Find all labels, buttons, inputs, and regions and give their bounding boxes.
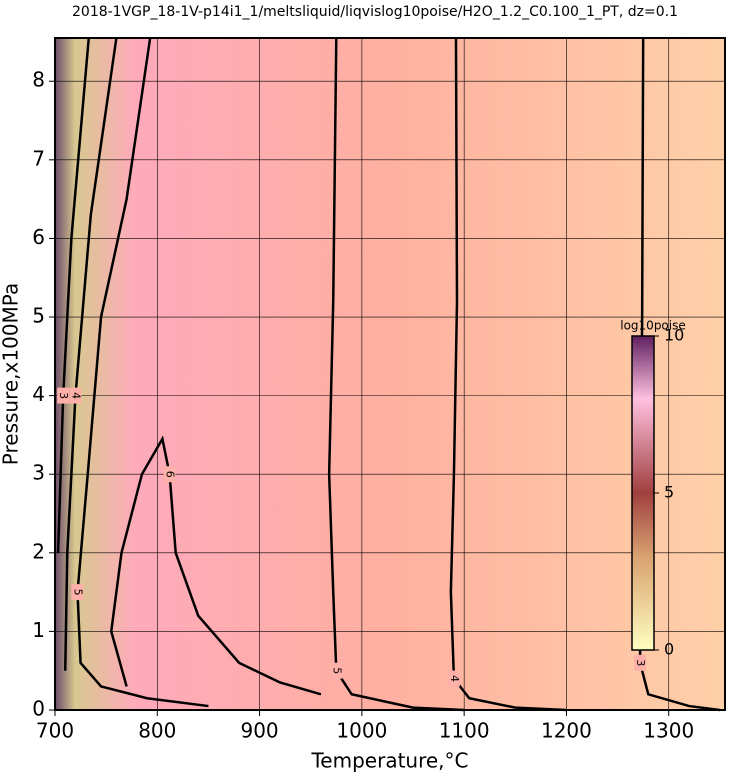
y-tick-label: 2 xyxy=(32,539,45,563)
colorbar-tick-label: 0 xyxy=(664,640,674,659)
contour-label-bg xyxy=(69,387,82,404)
x-tick-label: 1000 xyxy=(336,719,387,743)
x-tick-label: 700 xyxy=(36,719,74,743)
contour-label: 3 xyxy=(634,659,647,666)
y-tick-label: 6 xyxy=(32,225,45,249)
contour-label-bg xyxy=(330,662,343,679)
x-tick-label: 900 xyxy=(240,719,278,743)
x-axis-label: Temperature,°C xyxy=(310,749,468,773)
x-tick-label: 1100 xyxy=(439,719,490,743)
contour-label-bg xyxy=(163,466,176,483)
plot-frame xyxy=(54,37,726,711)
plot-background xyxy=(55,38,725,710)
contour-label-bg xyxy=(447,670,460,687)
colorbar-tick-label: 5 xyxy=(664,483,674,502)
y-tick-label: 5 xyxy=(32,304,45,328)
y-tick-label: 4 xyxy=(32,382,45,406)
y-tick-label: 7 xyxy=(32,146,45,170)
contour-label-bg xyxy=(634,654,647,671)
colorbar-label: log10poise xyxy=(620,319,686,333)
contour-label: 3 xyxy=(57,392,70,399)
contour-line xyxy=(56,37,91,553)
chart-title: 2018-1VGP_18-1V-p14i1_1/meltsliquid/liqv… xyxy=(72,4,678,20)
y-tick-label: 3 xyxy=(32,461,45,485)
x-tick-label: 800 xyxy=(138,719,176,743)
y-tick-label: 8 xyxy=(32,68,45,92)
y-axis-label: Pressure,x100MPa xyxy=(0,283,23,465)
x-tick-label: 1200 xyxy=(541,719,592,743)
contour-line xyxy=(327,37,465,712)
contour-label: 4 xyxy=(448,675,461,682)
colorbar-tick-label: 10 xyxy=(664,326,684,345)
colorbar xyxy=(631,335,655,651)
contour-label: 6 xyxy=(164,471,177,478)
contour-label-bg xyxy=(71,584,84,601)
contour-label-bg xyxy=(57,387,70,404)
y-tick-label: 0 xyxy=(32,697,45,721)
contour-label: 4 xyxy=(69,392,82,399)
contour-line xyxy=(449,37,567,712)
contour-label: 5 xyxy=(72,589,85,596)
contour-label: 5 xyxy=(330,667,343,674)
y-tick-label: 1 xyxy=(32,618,45,642)
x-tick-label: 1300 xyxy=(643,719,694,743)
